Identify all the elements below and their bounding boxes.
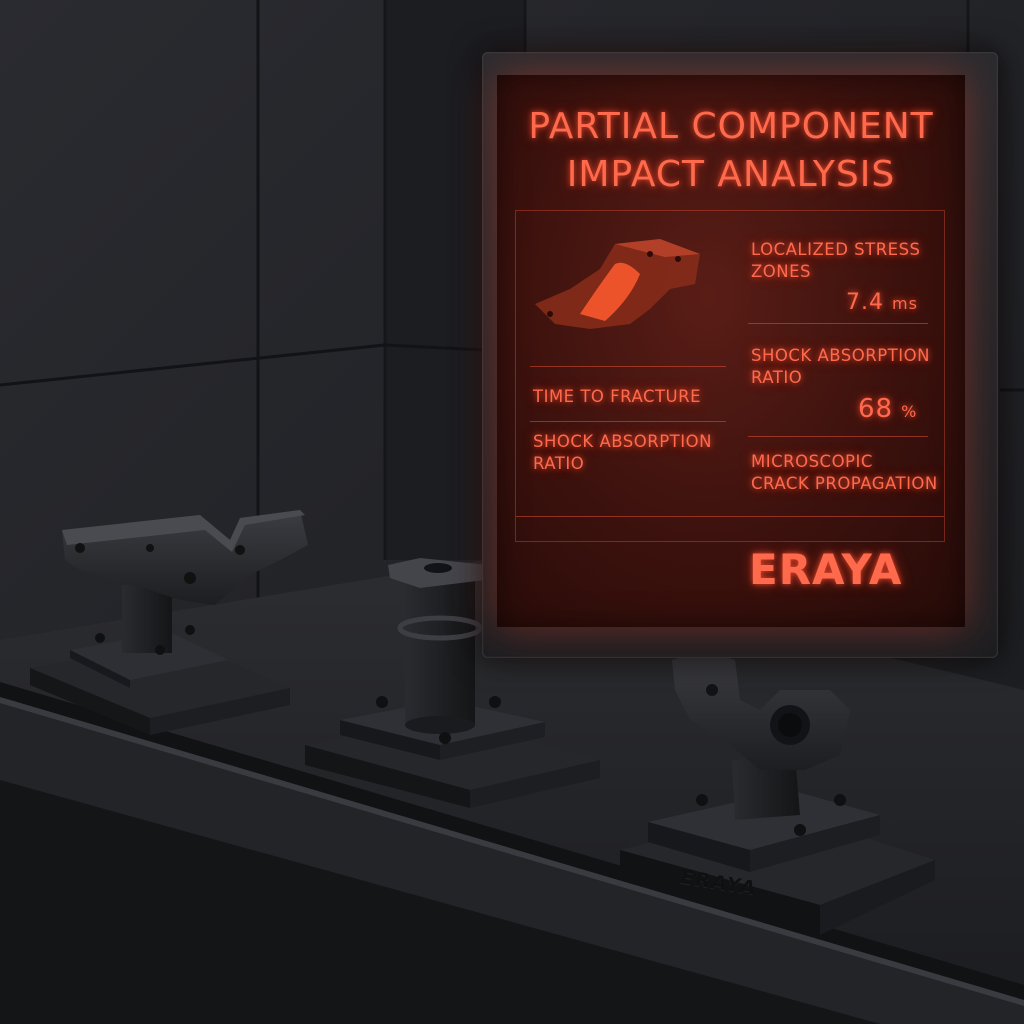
divider [748, 436, 928, 437]
analysis-screen: PARTIAL COMPONENT IMPACT ANALYSIS LOCALI… [497, 75, 965, 627]
bracket-fixture [30, 510, 308, 735]
stat-label-microscopic-crack-propagation: MICROSCOPIC CRACK PROPAGATION [751, 452, 938, 493]
divider [530, 421, 726, 422]
clevis-fixture [620, 650, 935, 935]
stat-label-shock-absorption-ratio-left: SHOCK ABSORPTION RATIO [533, 432, 712, 473]
stat-label-time-to-fracture: TIME TO FRACTURE [533, 387, 702, 406]
divider [530, 366, 726, 367]
rail [0, 682, 1024, 1006]
screen-title: PARTIAL COMPONENT IMPACT ANALYSIS [528, 106, 934, 195]
stat-label-shock-absorption-ratio: SHOCK ABSORPTION RATIO [751, 346, 930, 387]
stats-panel: LOCALIZED STRESS ZONES 7.4 ms TIME TO FR… [515, 210, 945, 542]
stat-value-localized-stress-zones: 7.4 ms [846, 290, 918, 315]
component-render [535, 239, 700, 329]
stat-label-localized-stress-zones: LOCALIZED STRESS ZONES [751, 240, 921, 281]
divider [748, 323, 928, 324]
screen-brand-logo: ERAYA [749, 545, 903, 594]
column-fixture [305, 558, 600, 808]
stat-value-shock-absorption-ratio: 68 % [858, 394, 918, 424]
divider [516, 516, 944, 517]
